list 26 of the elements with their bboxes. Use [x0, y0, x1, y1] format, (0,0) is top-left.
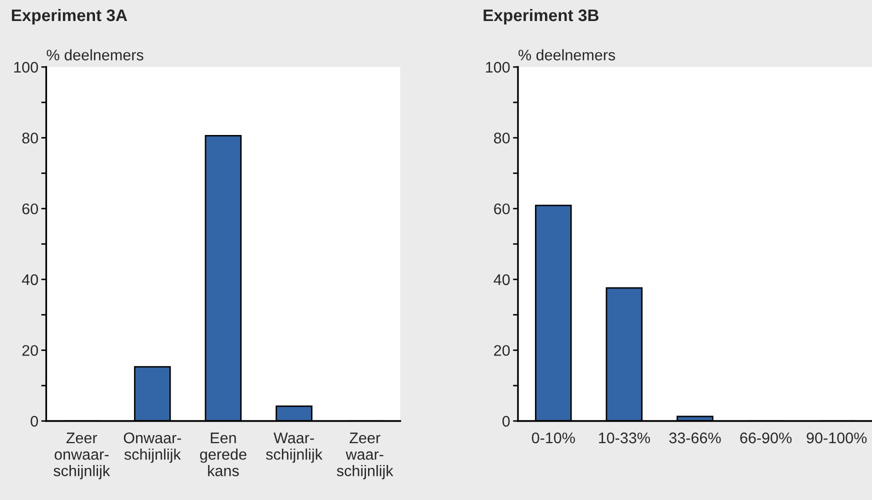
- y-tick-label: 100: [486, 62, 510, 73]
- chart-title: Experiment 3A: [12, 8, 128, 25]
- x-tick-label: 66-90%: [740, 432, 792, 444]
- x-tick-label: 33-66%: [669, 432, 721, 444]
- y-tick-label: 20: [494, 345, 510, 356]
- x-tick-label: Waar- schijnlijk: [266, 432, 322, 463]
- y-tick-label: 80: [494, 132, 510, 144]
- y-tick-label: 60: [22, 203, 38, 214]
- y-axis-title: % deelnemers: [518, 49, 616, 60]
- x-tick-label: 90-100%: [806, 432, 867, 444]
- y-tick-label: 100: [14, 62, 38, 73]
- y-tick-label: 20: [22, 345, 38, 356]
- y-tick-label: 0: [30, 416, 38, 427]
- x-tick-label: 0-10%: [532, 432, 575, 444]
- x-tick-label: 10-33%: [599, 432, 650, 444]
- y-tick-label: 40: [494, 274, 510, 286]
- y-tick-label: 60: [494, 203, 510, 214]
- x-tick-label: Een gerede kans: [200, 432, 246, 476]
- y-tick-label: 40: [22, 274, 38, 286]
- chart-title: Experiment 3B: [484, 8, 599, 25]
- x-tick-label: Zeer onwaar- schijnlijk: [54, 432, 110, 480]
- x-tick-label: Onwaar- schijnlijk: [124, 432, 182, 463]
- y-axis-title: % deelnemers: [46, 49, 144, 60]
- y-tick-label: 80: [22, 132, 38, 144]
- y-tick-label: 0: [502, 416, 510, 427]
- x-tick-label: Zeer waar- schijnlijk: [336, 432, 394, 480]
